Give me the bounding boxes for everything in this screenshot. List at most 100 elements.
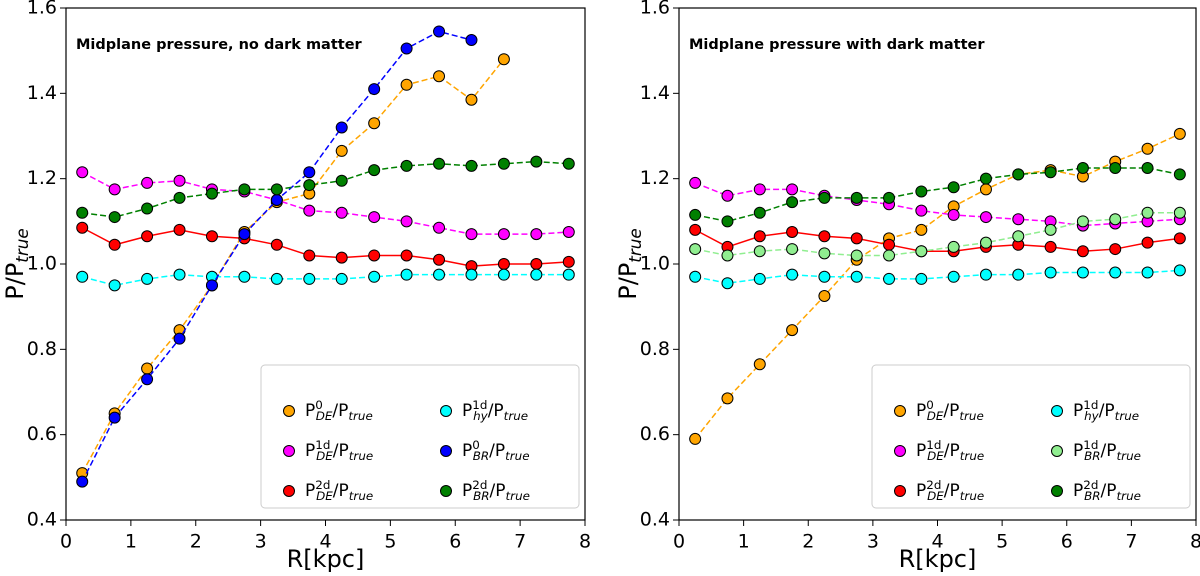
data-point: [915, 272, 928, 285]
data-point: [400, 159, 413, 172]
chart-title: Midplane pressure with dark matter: [689, 37, 985, 53]
y-tick-label: 0.4: [27, 509, 57, 531]
data-point: [303, 249, 316, 262]
x-tick-label: 2: [802, 531, 814, 553]
data-point: [335, 174, 348, 187]
legend-label: P0 DE/Ptrue: [305, 398, 373, 423]
x-tick-label: 4: [931, 531, 943, 553]
data-point: [141, 272, 154, 285]
x-tick-label: 7: [514, 531, 526, 553]
data-point: [1044, 223, 1057, 236]
legend-marker: [1051, 485, 1063, 497]
data-point: [1076, 162, 1089, 174]
x-tick-label: 6: [449, 531, 461, 553]
data-point: [141, 202, 154, 215]
data-point: [205, 230, 218, 243]
data-point: [173, 191, 186, 204]
y-tick-label: 1.4: [27, 82, 57, 104]
legend-marker: [440, 405, 452, 417]
data-point: [335, 251, 348, 264]
data-point: [562, 226, 575, 238]
data-point: [818, 230, 831, 243]
data-point: [433, 221, 446, 234]
data-point: [108, 411, 121, 424]
chart-title: Midplane pressure, no dark matter: [76, 37, 363, 53]
data-point: [335, 206, 348, 219]
data-point: [1044, 266, 1057, 279]
data-point: [1141, 142, 1154, 155]
data-point: [108, 211, 121, 224]
x-tick-label: 8: [579, 531, 591, 553]
y-tick-label: 0.6: [27, 423, 57, 445]
series-line: [694, 182, 1180, 227]
data-point: [141, 176, 154, 189]
data-point: [400, 42, 413, 55]
data-point: [947, 208, 960, 221]
data-point: [915, 245, 928, 258]
axes-frame: [678, 7, 1197, 521]
y-tick-label: 0.8: [640, 338, 670, 360]
x-tick-label: 5: [384, 531, 396, 553]
data-point: [1109, 213, 1122, 226]
data-point: [1141, 206, 1154, 219]
data-point: [76, 221, 89, 234]
data-point: [721, 277, 734, 290]
data-point: [689, 270, 702, 283]
data-point: [530, 268, 543, 281]
data-point: [400, 268, 413, 281]
y-tick-label: 1.2: [27, 167, 57, 189]
data-point: [786, 243, 799, 256]
data-point: [335, 272, 348, 285]
data-point: [689, 243, 702, 256]
legend-label: P1d hy/Ptrue: [1073, 398, 1139, 423]
data-point: [1109, 266, 1122, 279]
data-point: [76, 166, 89, 179]
data-point: [979, 268, 992, 281]
data-point: [818, 270, 831, 283]
data-point: [270, 194, 283, 206]
y-tick-label: 0.4: [640, 509, 670, 531]
data-point: [1173, 168, 1186, 181]
data-point: [141, 230, 154, 243]
data-point: [979, 172, 992, 185]
x-axis-label: R[kpc]: [899, 545, 977, 573]
x-tick-label: 2: [190, 531, 202, 553]
data-point: [205, 279, 218, 292]
data-point: [689, 432, 702, 445]
data-point: [883, 249, 896, 262]
data-point: [850, 232, 863, 245]
legend-label: P2d DE/Ptrue: [305, 478, 373, 503]
data-point: [173, 223, 186, 236]
data-point: [1044, 240, 1057, 253]
data-point: [368, 117, 381, 130]
y-tick-label: 1.2: [640, 167, 670, 189]
data-point: [270, 238, 283, 251]
data-point: [368, 164, 381, 177]
data-point: [530, 228, 543, 241]
x-tick-label: 1: [738, 531, 750, 553]
data-point: [108, 238, 121, 251]
series-line: [82, 160, 569, 218]
data-point: [721, 249, 734, 262]
legend-label: P1d hy/Ptrue: [462, 398, 528, 423]
data-point: [1141, 266, 1154, 279]
data-point: [108, 279, 121, 292]
series-line: [82, 273, 569, 287]
data-point: [979, 183, 992, 196]
x-tick-label: 0: [673, 531, 685, 553]
data-point: [753, 183, 766, 196]
legend-marker: [894, 405, 906, 417]
data-point: [883, 272, 896, 285]
y-tick-label: 0.6: [640, 423, 670, 445]
data-point: [786, 226, 799, 238]
data-point: [1076, 245, 1089, 258]
legend-marker: [440, 485, 452, 497]
data-point: [1173, 232, 1186, 245]
legend-label: P1d DE/Ptrue: [305, 438, 373, 463]
data-point: [173, 332, 186, 345]
data-point: [1173, 264, 1186, 277]
data-point: [368, 83, 381, 96]
data-point: [1109, 243, 1122, 256]
x-tick-label: 3: [255, 531, 267, 553]
legend-marker: [283, 445, 295, 457]
